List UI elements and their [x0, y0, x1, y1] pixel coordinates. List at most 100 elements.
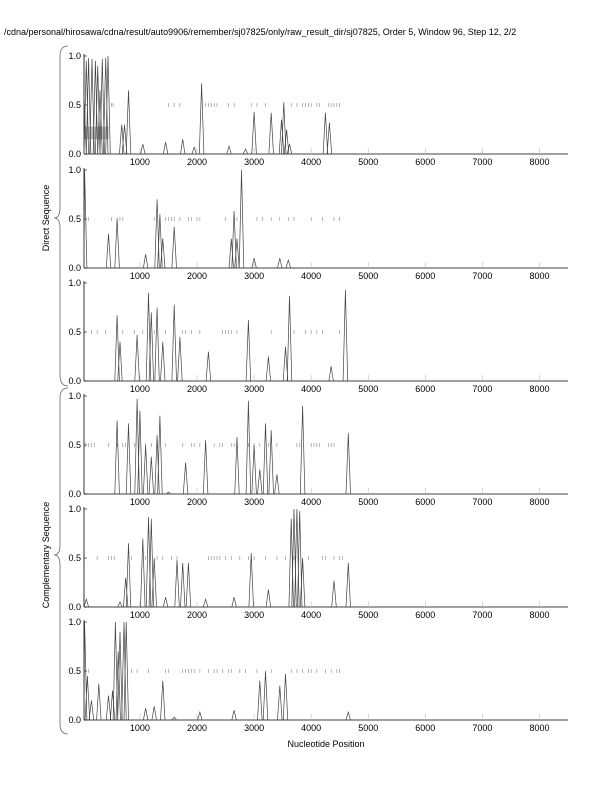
series-peak [140, 144, 146, 155]
series-peak [117, 341, 123, 382]
series-peak [109, 690, 116, 721]
series-peak [180, 139, 186, 155]
series-peak [84, 675, 91, 721]
series-peak [154, 435, 160, 495]
x-tick-label: 6000 [415, 497, 435, 507]
series-peak [97, 90, 103, 155]
series-peak [251, 258, 257, 269]
series-peak [151, 557, 157, 608]
series-peak [123, 621, 129, 721]
series-peak [326, 122, 333, 155]
x-tick-label: 3000 [244, 271, 264, 281]
series-peak [202, 440, 209, 495]
series-peak [191, 145, 197, 155]
series-peak [231, 211, 237, 269]
x-tick-label: 8000 [529, 497, 549, 507]
x-tick-label: 1000 [130, 271, 150, 281]
series-peak [171, 226, 177, 269]
series-peak [162, 597, 169, 608]
x-tick-label: 8000 [529, 723, 549, 733]
series-peak [83, 60, 89, 155]
x-tick-label: 2000 [187, 384, 207, 394]
series-peak [83, 621, 88, 721]
series-peak [248, 553, 254, 608]
x-tick-label: 4000 [301, 610, 321, 620]
series-peak [154, 307, 160, 382]
x-tick-label: 7000 [472, 723, 492, 733]
x-tick-label: 6000 [415, 610, 435, 620]
x-tick-label: 5000 [358, 271, 378, 281]
x-tick-label: 7000 [472, 610, 492, 620]
x-tick-label: 3000 [244, 497, 264, 507]
series-peak [202, 597, 209, 608]
series-peak [198, 83, 205, 155]
series-peak [299, 405, 306, 495]
series-peak [96, 683, 102, 721]
series-peak [322, 112, 329, 155]
series-peak [114, 420, 120, 495]
series-peak [231, 597, 237, 608]
series-peak [148, 456, 154, 495]
group-label-direct: Direct Sequence [41, 185, 51, 252]
series-peak [160, 238, 166, 269]
x-tick-label: 8000 [529, 157, 549, 167]
series-peak [171, 716, 177, 721]
series-peak [331, 580, 337, 608]
y-tick-label: 0.5 [68, 100, 81, 110]
series-peak [277, 685, 283, 721]
series-peak [185, 562, 192, 608]
x-tick-label: 2000 [187, 610, 207, 620]
x-tick-label: 1000 [130, 157, 150, 167]
x-tick-label: 3000 [244, 723, 264, 733]
series-peak [197, 710, 203, 721]
x-tick-label: 5000 [358, 157, 378, 167]
series-peak [162, 142, 169, 155]
x-tick-label: 6000 [415, 271, 435, 281]
series-peak [140, 538, 146, 608]
series-peak [83, 597, 89, 608]
x-tick-label: 6000 [415, 157, 435, 167]
series-peak [277, 258, 283, 269]
series-peak [117, 601, 123, 608]
series-peak [345, 562, 351, 608]
x-tick-label: 5000 [358, 610, 378, 620]
series-peak [157, 214, 163, 269]
series-peak [85, 57, 92, 155]
series-peak [88, 700, 95, 721]
x-tick-label: 6000 [415, 723, 435, 733]
series-peak [245, 400, 252, 495]
series-peak [205, 351, 212, 382]
series-peak [123, 577, 129, 608]
series-peak [251, 444, 257, 495]
series-peak [171, 304, 177, 382]
series-peak [274, 474, 280, 495]
y-tick-label: 0.0 [68, 602, 81, 612]
series-peak [134, 334, 140, 382]
series-peak [157, 415, 163, 495]
y-tick-label: 0.5 [68, 327, 81, 337]
y-tick-label: 1.0 [68, 51, 81, 61]
x-tick-label: 5000 [358, 723, 378, 733]
series-peak [286, 295, 293, 382]
x-tick-label: 5000 [358, 384, 378, 394]
x-tick-label: 3000 [244, 384, 264, 394]
series-peak [117, 631, 123, 721]
y-tick-label: 0.0 [68, 376, 81, 386]
series-peak [105, 233, 112, 269]
series-peak [174, 559, 180, 608]
x-tick-label: 4000 [301, 723, 321, 733]
y-tick-label: 1.0 [68, 278, 81, 288]
series-peak [345, 710, 351, 721]
series-peak [278, 119, 285, 155]
series-peak [242, 148, 249, 155]
series-peak [160, 341, 166, 382]
x-tick-label: 8000 [529, 271, 549, 281]
series-peak [328, 366, 334, 382]
series-peak [282, 346, 289, 382]
series-peak [115, 651, 121, 721]
series-peak [165, 491, 172, 495]
series-peak [283, 129, 290, 155]
series-peak [342, 289, 349, 382]
x-tick-label: 2000 [187, 157, 207, 167]
